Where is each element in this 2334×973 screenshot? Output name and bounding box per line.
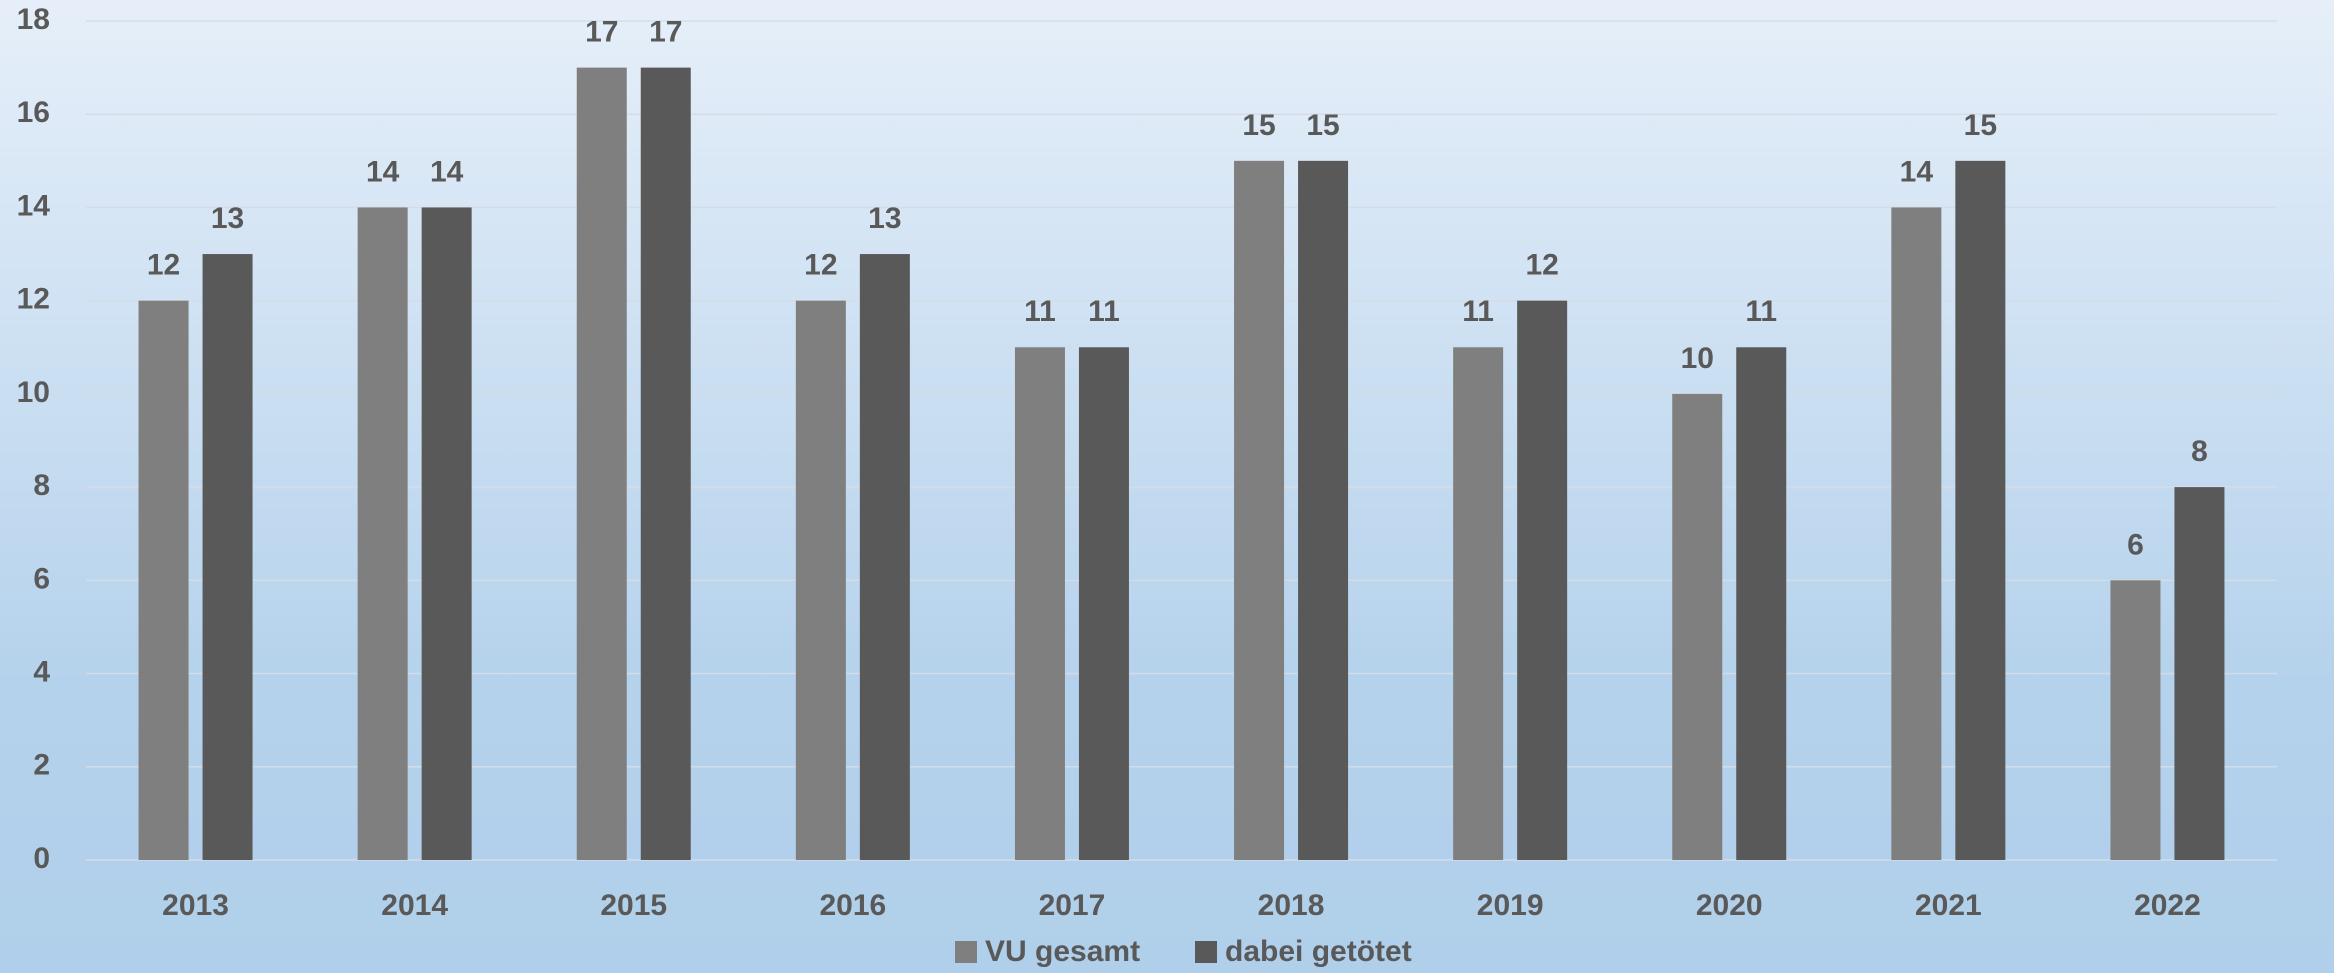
data-label: 14: [1900, 155, 1934, 188]
data-label: 13: [211, 202, 244, 235]
bar: [576, 67, 627, 861]
legend-swatch: [1195, 941, 1217, 963]
y-tick-label: 0: [33, 842, 50, 875]
bar: [357, 207, 408, 860]
bar: [1234, 160, 1285, 861]
y-tick-label: 14: [17, 189, 51, 222]
legend-swatch: [955, 941, 977, 963]
data-label: 11: [1024, 295, 1056, 328]
y-tick-label: 18: [17, 3, 50, 36]
data-label: 11: [1462, 295, 1494, 328]
x-tick-label: 2022: [2134, 889, 2201, 922]
bar: [202, 254, 253, 861]
bar: [1736, 347, 1787, 860]
data-label: 15: [1306, 109, 1339, 142]
bar: [1672, 393, 1723, 860]
data-label: 12: [804, 249, 837, 282]
data-label: 12: [1525, 249, 1558, 282]
x-tick-label: 2019: [1477, 889, 1544, 922]
x-tick-label: 2021: [1915, 889, 1982, 922]
bar: [2174, 487, 2225, 860]
data-label: 17: [585, 16, 618, 49]
legend-label: dabei getötet: [1225, 935, 1412, 968]
data-label: 11: [1088, 295, 1120, 328]
data-label: 15: [1242, 109, 1275, 142]
bar: [421, 207, 472, 860]
y-tick-label: 16: [17, 96, 50, 129]
x-tick-label: 2014: [381, 889, 448, 922]
bar: [1298, 160, 1349, 861]
data-label: 14: [366, 155, 400, 188]
bar: [1453, 347, 1504, 860]
bar: [795, 300, 846, 861]
data-label: 10: [1681, 342, 1714, 375]
y-tick-label: 6: [33, 562, 50, 595]
bar: [1078, 347, 1129, 860]
bar: [640, 67, 691, 861]
y-tick-label: 10: [17, 376, 50, 409]
y-tick-label: 8: [33, 469, 50, 502]
x-tick-label: 2017: [1039, 889, 1106, 922]
x-tick-label: 2020: [1696, 889, 1763, 922]
x-tick-label: 2018: [1258, 889, 1325, 922]
bar: [1014, 347, 1065, 860]
data-label: 17: [649, 16, 682, 49]
data-label: 14: [430, 155, 464, 188]
bar: [1955, 160, 2006, 861]
y-tick-label: 2: [33, 749, 50, 782]
bar: [1891, 207, 1942, 860]
x-tick-label: 2015: [600, 889, 667, 922]
x-tick-label: 2013: [162, 889, 229, 922]
y-tick-label: 4: [33, 655, 50, 688]
data-label: 15: [1964, 109, 1997, 142]
data-label: 8: [2191, 435, 2208, 468]
x-tick-label: 2016: [819, 889, 886, 922]
legend-label: VU gesamt: [985, 935, 1140, 968]
data-label: 6: [2127, 528, 2144, 561]
data-label: 13: [868, 202, 901, 235]
y-tick-label: 12: [17, 283, 50, 316]
data-label: 12: [147, 249, 180, 282]
data-label: 11: [1745, 295, 1777, 328]
bar: [859, 254, 910, 861]
bar: [138, 300, 189, 861]
bar: [2110, 580, 2161, 860]
bar: [1517, 300, 1568, 861]
